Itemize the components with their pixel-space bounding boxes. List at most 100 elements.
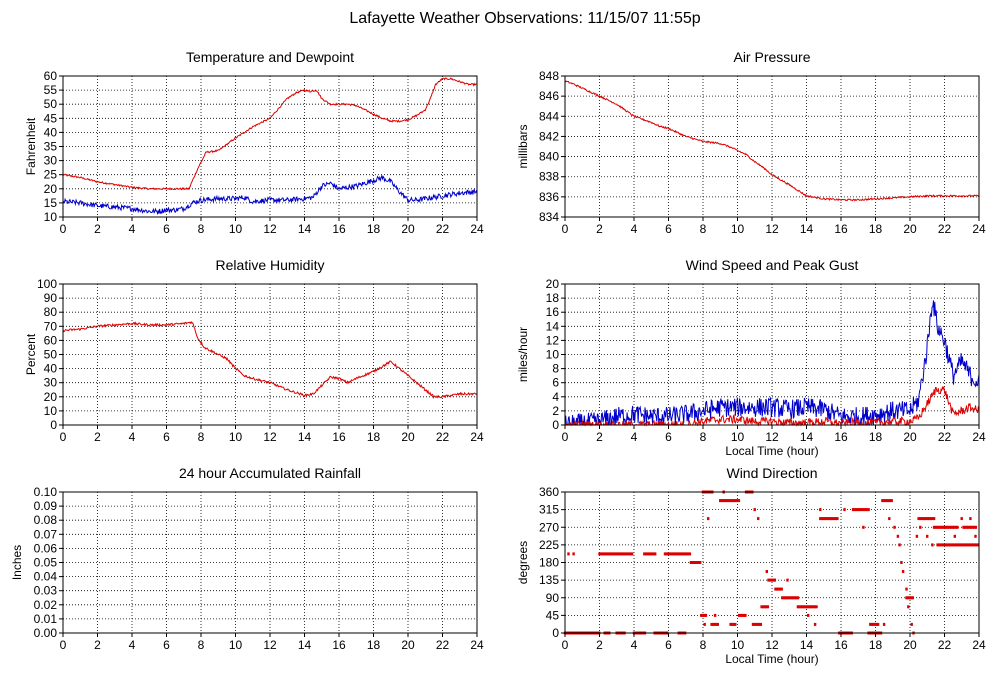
direction-point (969, 543, 972, 547)
x-tick-label: 24 (972, 638, 986, 652)
direction-point (951, 543, 955, 547)
direction-point (737, 499, 741, 503)
x-tick-label: 16 (332, 430, 346, 444)
direction-point (673, 552, 676, 556)
x-tick-label: 18 (367, 638, 381, 652)
direction-point (936, 525, 939, 529)
direction-point (670, 552, 673, 556)
direction-point (953, 543, 956, 547)
direction-point (685, 552, 688, 556)
x-tick-label: 22 (436, 222, 450, 236)
direction-point (766, 605, 770, 609)
x-tick-label: 8 (700, 430, 707, 444)
direction-point (809, 605, 812, 609)
x-tick-label: 8 (700, 638, 707, 652)
direction-point (822, 517, 825, 521)
y-tick-label: 10 (546, 348, 560, 362)
direction-point (792, 596, 795, 600)
direction-point (971, 525, 974, 529)
direction-point (865, 508, 869, 512)
direction-point (864, 508, 867, 512)
direction-point (948, 525, 951, 529)
x-tick-label: 20 (903, 222, 917, 236)
direction-point (953, 534, 956, 538)
direction-point (654, 552, 657, 556)
direction-point (738, 613, 741, 617)
direction-point (770, 578, 773, 582)
x-tick-label: 14 (800, 222, 814, 236)
x-tick-label: 24 (470, 430, 484, 444)
direction-point (826, 517, 830, 521)
y-tick-label: 0.02 (34, 598, 58, 612)
y-tick-label: 30 (44, 154, 58, 168)
chart-title: Relative Humidity (216, 257, 325, 273)
x-tick-label: 20 (401, 222, 415, 236)
direction-point (756, 622, 759, 626)
direction-point (973, 525, 976, 529)
direction-point (950, 525, 953, 529)
y-tick-label: 0.08 (34, 513, 58, 527)
direction-point (851, 508, 855, 512)
x-tick-label: 10 (731, 222, 745, 236)
x-tick-label: 0 (60, 430, 67, 444)
direction-point (905, 596, 908, 600)
direction-point (956, 543, 959, 547)
direction-point (873, 622, 877, 626)
direction-point (887, 499, 890, 503)
y-axis-label: degrees (516, 541, 530, 584)
direction-point (828, 517, 831, 521)
x-tick-label: 22 (938, 430, 952, 444)
direction-point (910, 596, 913, 600)
x-tick-label: 22 (938, 638, 952, 652)
chart-title: Wind Speed and Peak Gust (686, 257, 859, 273)
direction-point (945, 525, 948, 529)
direction-point (606, 552, 609, 556)
x-axis-label: Local Time (hour) (725, 444, 818, 458)
x-tick-label: 2 (596, 430, 603, 444)
direction-point (890, 499, 893, 503)
direction-point (782, 596, 786, 600)
y-tick-label: 0.03 (34, 584, 58, 598)
direction-point (703, 622, 706, 626)
direction-point (975, 543, 978, 547)
direction-point (729, 499, 733, 503)
direction-point (861, 508, 864, 512)
direction-point (734, 622, 737, 626)
direction-point (626, 552, 629, 556)
y-tick-label: 90 (44, 291, 58, 305)
direction-point (919, 525, 922, 529)
x-tick-label: 18 (367, 222, 381, 236)
direction-point (934, 525, 937, 529)
direction-point (775, 587, 779, 591)
direction-point (649, 552, 652, 556)
direction-point (607, 552, 610, 556)
direction-point (609, 552, 612, 556)
x-tick-label: 8 (700, 222, 707, 236)
direction-point (621, 552, 624, 556)
x-tick-label: 16 (332, 638, 346, 652)
direction-point (694, 561, 697, 564)
direction-point (777, 587, 780, 591)
direction-point (926, 517, 930, 521)
direction-point (753, 508, 756, 512)
y-tick-label: 30 (44, 376, 58, 390)
y-tick-label: 848 (539, 69, 559, 83)
direction-point (695, 561, 699, 564)
direction-point (691, 561, 694, 564)
direction-point (731, 622, 734, 626)
direction-point (629, 552, 632, 556)
x-tick-label: 10 (731, 430, 745, 444)
direction-point (763, 605, 766, 609)
y-tick-label: 0.05 (34, 556, 58, 570)
direction-point (843, 508, 846, 512)
direction-point (859, 508, 862, 512)
x-tick-label: 14 (800, 638, 814, 652)
y-tick-label: 842 (539, 129, 559, 143)
series-line-temp-0 (62, 77, 478, 191)
direction-point (741, 613, 744, 617)
direction-point (754, 622, 758, 626)
